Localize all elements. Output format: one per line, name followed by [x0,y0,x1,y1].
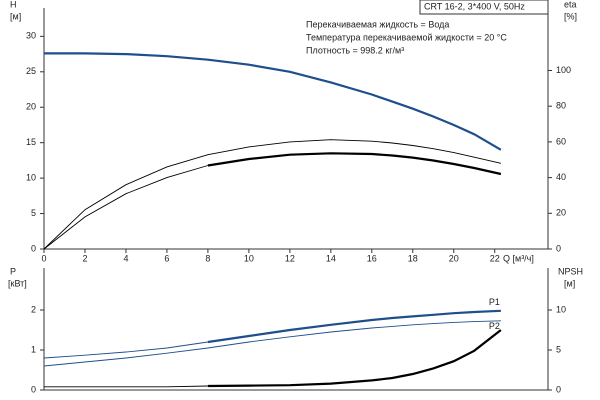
y2-tick-label: 60 [556,136,566,146]
y-unit: [кВт] [8,278,27,288]
x-label: Q [м³/ч] [503,253,534,263]
y2-tick-label: 0 [556,384,561,394]
info-line: Температура перекачиваемой жидкости = 20… [306,32,507,42]
y2-tick-label: 40 [556,172,566,182]
x-tick-label: 20 [449,253,459,263]
y2-tick-label: 5 [556,344,561,354]
y-tick-label: 30 [26,31,36,41]
curve [207,329,502,388]
y-tick-label: 25 [26,66,36,76]
curve-label: P2 [489,321,500,331]
info-title: CRT 16-2, 3*400 V, 50Hz [424,1,525,11]
y2-tick-label: 80 [556,101,566,111]
y2-unit: [%] [564,11,577,21]
y-label: H [10,0,17,9]
y-tick-label: 5 [31,208,36,218]
info-line: Плотность = 998.2 кг/м³ [306,45,404,55]
y-tick-label: 20 [26,102,36,112]
x-tick-label: 16 [367,253,377,263]
y-tick-label: 2 [31,304,36,314]
y-tick-label: 10 [26,172,36,182]
y2-label: NPSH [558,266,583,276]
x-tick-label: 4 [123,253,128,263]
info-line: Перекачиваемая жидкость = Вода [306,19,449,29]
curve [44,52,502,151]
x-tick-label: 10 [244,253,254,263]
curve [43,139,502,250]
x-tick-label: 12 [285,253,295,263]
y2-tick-label: 0 [556,243,561,253]
curve [43,165,209,250]
curve [207,309,501,344]
x-tick-label: 8 [205,253,210,263]
y-tick-label: 15 [26,137,36,147]
curve [44,385,208,388]
x-tick-label: 6 [164,253,169,263]
y2-tick-label: 100 [556,65,571,75]
curve-label: P1 [489,297,500,307]
curve [207,152,502,176]
curve [43,341,208,359]
x-tick-label: 22 [490,253,500,263]
y2-tick-label: 10 [556,304,566,314]
y-unit: [м] [10,11,21,21]
curve [43,320,501,367]
x-tick-label: 0 [41,253,46,263]
y-tick-label: 0 [31,384,36,394]
x-tick-label: 18 [408,253,418,263]
y-tick-label: 0 [31,243,36,253]
x-tick-label: 2 [82,253,87,263]
y2-unit: [м] [564,278,575,288]
y2-tick-label: 20 [556,208,566,218]
y-tick-label: 1 [31,344,36,354]
y-label: P [10,266,16,276]
y2-label: eta [564,0,577,9]
x-tick-label: 14 [326,253,336,263]
info-box [419,0,549,15]
